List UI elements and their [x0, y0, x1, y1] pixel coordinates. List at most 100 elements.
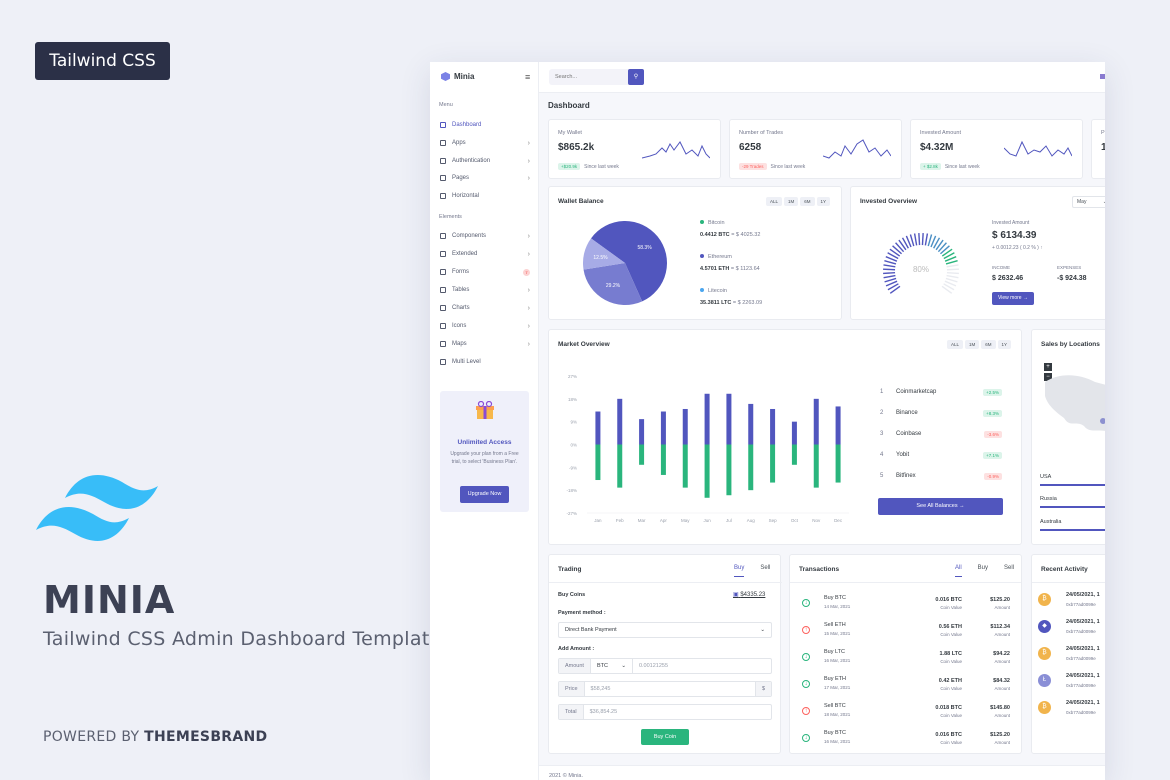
buy-coin-button[interactable]: Buy Coin: [641, 729, 689, 745]
view-more-button[interactable]: View more →: [992, 292, 1034, 305]
payment-method-label: Payment method :: [558, 610, 606, 616]
gauge-tick: [889, 248, 901, 257]
market-bar[interactable]: [748, 444, 754, 491]
tab-buy[interactable]: Buy: [977, 565, 989, 571]
activity-row[interactable]: ◆ 24/05/2021, 1 0xb77ad0099e: [1038, 619, 1105, 645]
sidebar-item-forms[interactable]: Forms 7: [440, 265, 530, 279]
sidebar-item-dashboard[interactable]: Dashboard: [440, 118, 530, 132]
search-icon[interactable]: ⚲: [628, 69, 644, 85]
market-bar[interactable]: [704, 444, 710, 498]
market-bar[interactable]: [835, 444, 841, 483]
sidebar-item-charts[interactable]: Charts ›: [440, 301, 530, 315]
wallet-balance-link[interactable]: ▣ $4335.23: [733, 591, 765, 598]
sidebar-item-authentication[interactable]: Authentication ›: [440, 154, 530, 168]
sparkline: [642, 141, 710, 159]
coin-amount: 0.4412 BTC: [700, 232, 730, 238]
location-bar: [1040, 529, 1105, 531]
activity-row[interactable]: Ł 24/05/2021, 1 0xb77ad0099e: [1038, 673, 1105, 699]
transaction-row[interactable]: ↓ Buy LTC 16 Mar, 2021 1.88 LTC Coin Val…: [800, 649, 1010, 675]
filter-all[interactable]: ALL: [947, 340, 964, 349]
market-bar[interactable]: [617, 398, 623, 445]
market-bar[interactable]: [748, 403, 754, 445]
chevron-down-icon: ⌄: [1102, 199, 1105, 205]
rank-item[interactable]: 4 Yobit +7.1%: [880, 448, 1002, 462]
sidebar-item-tables[interactable]: Tables ›: [440, 283, 530, 297]
sidebar-item-horizontal[interactable]: Horizontal: [440, 189, 530, 203]
transaction-row[interactable]: ↑ Sell ETH 15 Mar, 2021 0.56 ETH Coin Va…: [800, 622, 1010, 648]
market-bar[interactable]: [770, 408, 776, 445]
filter-6m[interactable]: 6M: [800, 197, 815, 206]
total-field[interactable]: $36,854.25: [589, 709, 618, 715]
pie-slice[interactable]: [591, 221, 667, 302]
market-bar[interactable]: [617, 444, 623, 488]
market-bar[interactable]: [595, 444, 601, 481]
rank-item[interactable]: 2 Binance +8.3%: [880, 406, 1002, 420]
market-bar[interactable]: [726, 393, 732, 445]
filter-1m[interactable]: 1M: [784, 197, 799, 206]
market-bar[interactable]: [813, 398, 819, 445]
language-flag-icon[interactable]: [1100, 74, 1105, 79]
tab-buy[interactable]: Buy: [734, 565, 745, 577]
activity-row[interactable]: ₿ 24/05/2021, 1 0xb77ad0099e: [1038, 646, 1105, 672]
coin-select[interactable]: BTC ⌄: [591, 659, 633, 673]
pie-slice[interactable]: [583, 238, 625, 270]
filter-all[interactable]: ALL: [766, 197, 783, 206]
zoom-in-icon[interactable]: +: [1044, 363, 1052, 371]
sidebar-item-extended[interactable]: Extended ›: [440, 247, 530, 261]
rank-item[interactable]: 5 Bitfinex -0.9%: [880, 469, 1002, 483]
transaction-row[interactable]: ↓ Buy ETH 17 Mar, 2021 0.42 ETH Coin Val…: [800, 676, 1010, 702]
forms-count-badge: 7: [523, 268, 530, 276]
transaction-row[interactable]: ↓ Buy BTC 14 Mar, 2021 0.016 BTC Coin Va…: [800, 595, 1010, 621]
month-select[interactable]: May ⌄: [1072, 196, 1105, 208]
market-bar[interactable]: [704, 393, 710, 445]
market-bar[interactable]: [595, 411, 601, 445]
sidebar-item-multi-level[interactable]: Multi Level: [440, 355, 530, 369]
coin-icon: Ł: [1038, 674, 1051, 687]
filter-6m[interactable]: 6M: [981, 340, 996, 349]
tab-sell[interactable]: Sell: [1004, 565, 1015, 571]
menu-toggle-icon[interactable]: ≡: [525, 72, 531, 82]
sidebar-item-apps[interactable]: Apps ›: [440, 136, 530, 150]
search-input[interactable]: [549, 69, 644, 85]
payment-method-select[interactable]: Direct Bank Payment ⌄: [558, 622, 772, 638]
filter-1m[interactable]: 1M: [965, 340, 980, 349]
market-bar[interactable]: [682, 408, 688, 445]
change-text: + 0.0012.23 ( 0.2 % ): [992, 245, 1039, 251]
market-bar[interactable]: [660, 444, 666, 475]
amount-field[interactable]: 0.00121255: [638, 663, 669, 669]
gauge-tick: [909, 234, 915, 247]
sidebar-item-pages[interactable]: Pages ›: [440, 171, 530, 185]
transaction-row[interactable]: ↑ Sell BTC 18 Mar, 2021 0.018 BTC Coin V…: [800, 703, 1010, 729]
see-all-balances-button[interactable]: See All Balances →: [878, 498, 1003, 515]
transaction-row[interactable]: ↓ Buy BTC 16 Mar, 2021 0.016 BTC Coin Va…: [800, 730, 1010, 753]
sidebar-item-components[interactable]: Components ›: [440, 229, 530, 243]
tab-all[interactable]: All: [955, 565, 962, 577]
market-bar[interactable]: [791, 421, 797, 445]
sidebar-item-maps[interactable]: Maps ›: [440, 337, 530, 351]
tab-sell[interactable]: Sell: [760, 565, 771, 571]
market-bar[interactable]: [639, 444, 645, 465]
rank-item[interactable]: 1 Coinmarketcap +2.5%: [880, 385, 1002, 399]
zoom-out-icon[interactable]: −: [1044, 373, 1052, 381]
market-bar[interactable]: [835, 406, 841, 445]
upgrade-now-button[interactable]: Upgrade Now: [460, 486, 509, 503]
filter-1y[interactable]: 1Y: [816, 197, 831, 206]
activity-row[interactable]: ₿ 24/05/2021, 1 0xb77ad0099e: [1038, 592, 1105, 618]
market-bar[interactable]: [791, 444, 797, 465]
market-bar[interactable]: [682, 444, 688, 488]
market-bar[interactable]: [660, 411, 666, 445]
market-bar[interactable]: [639, 419, 645, 445]
app-logo[interactable]: Minia: [441, 72, 474, 81]
gauge-tick: [905, 235, 912, 248]
activity-row[interactable]: ₿ 24/05/2021, 1 0xb77ad0099e: [1038, 700, 1105, 726]
market-bar[interactable]: [726, 444, 732, 496]
market-bar[interactable]: [813, 444, 819, 488]
pie-slice[interactable]: [583, 263, 643, 305]
rank-item[interactable]: 3 Coinbase -3.6%: [880, 427, 1002, 441]
rank-percent: +7.1%: [983, 451, 1002, 459]
sidebar-item-icons[interactable]: Icons ›: [440, 319, 530, 333]
market-bar[interactable]: [770, 444, 776, 483]
filter-1y[interactable]: 1Y: [997, 340, 1012, 349]
price-field[interactable]: $58,245: [590, 686, 611, 692]
legend-litecoin: Litecoin 35.3811 LTC = $ 2263.09: [700, 288, 762, 306]
